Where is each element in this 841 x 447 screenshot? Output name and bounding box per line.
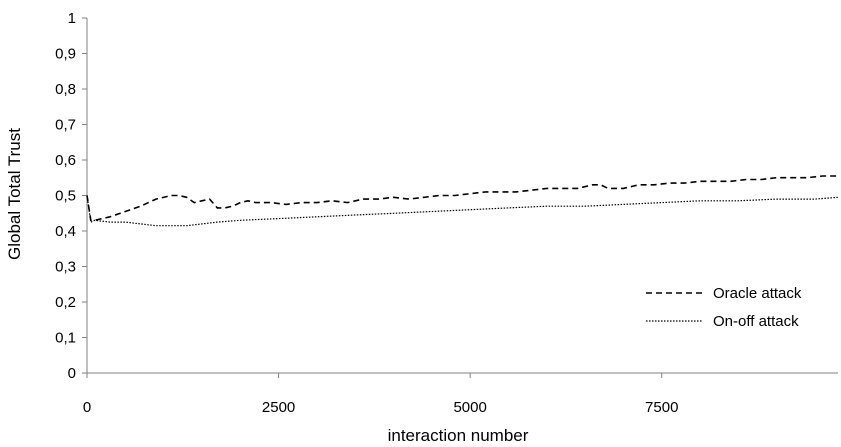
y-tick-label: 0,5 xyxy=(55,188,76,205)
series-layer xyxy=(86,175,839,227)
series-line-oracle-attack xyxy=(86,175,838,222)
y-tick-label: 0,8 xyxy=(55,81,76,98)
y-tick-label: 1 xyxy=(68,10,76,27)
y-tick-label: 0,7 xyxy=(55,117,76,134)
y-tick-label: 0,6 xyxy=(55,152,76,169)
y-tick-label: 0,9 xyxy=(55,46,76,63)
series-line-on-off-attack xyxy=(86,195,839,227)
y-tick-label: 0 xyxy=(68,365,76,382)
series-oracle-attack xyxy=(86,175,838,222)
series-on-off-attack xyxy=(86,195,839,227)
y-tick-label: 0,2 xyxy=(55,294,76,311)
legend-label-on-off-attack: On-off attack xyxy=(713,313,799,330)
x-tick-label: 2500 xyxy=(262,399,295,416)
x-axis-ticks: 0 2500 5000 7500 xyxy=(83,373,678,416)
legend-label-oracle-attack: Oracle attack xyxy=(713,285,802,302)
legend-item-on-off-attack: On-off attack xyxy=(646,313,799,330)
x-axis-title: interaction number xyxy=(388,426,529,445)
legend-item-oracle-attack: Oracle attack xyxy=(646,285,802,302)
x-tick-label: 5000 xyxy=(453,399,486,416)
y-tick-label: 0,3 xyxy=(55,259,76,276)
y-tick-label: 0,4 xyxy=(55,223,76,240)
y-axis-title: Global Total Trust xyxy=(5,128,24,260)
y-axis-ticks: 0 0,1 0,2 0,3 0,4 0,5 0,6 0,7 0,8 0,9 1 xyxy=(55,10,87,382)
legend: Oracle attack On-off attack xyxy=(646,285,802,330)
y-tick-label: 0,1 xyxy=(55,330,76,347)
x-tick-label: 7500 xyxy=(645,399,678,416)
x-tick-label: 0 xyxy=(83,399,91,416)
